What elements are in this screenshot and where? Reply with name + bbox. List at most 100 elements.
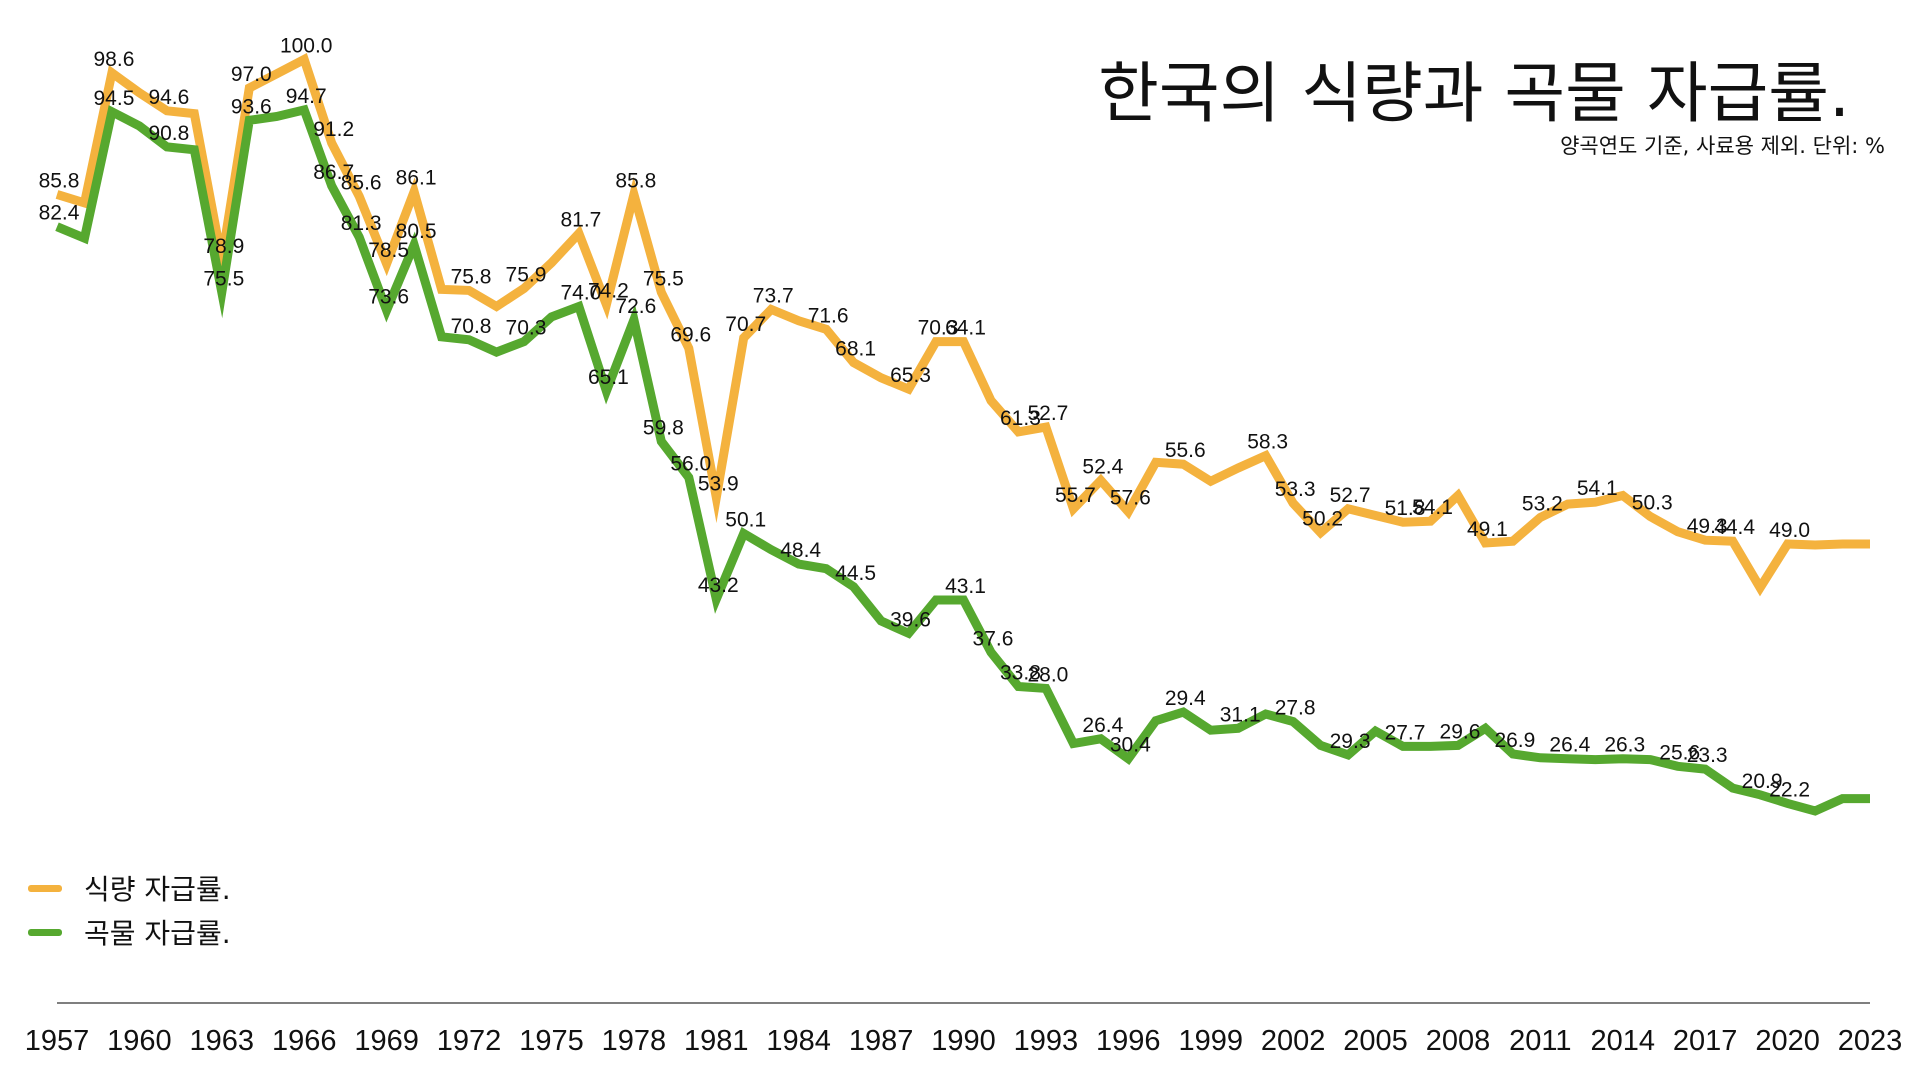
data-label-food: 71.6 bbox=[808, 304, 849, 327]
data-label-grain: 59.8 bbox=[643, 416, 684, 439]
x-tick-label: 1978 bbox=[602, 1025, 667, 1057]
x-tick-label: 1984 bbox=[766, 1025, 831, 1057]
legend-swatch-grain bbox=[28, 928, 62, 936]
x-tick-label: 1999 bbox=[1178, 1025, 1243, 1057]
x-tick-label: 2023 bbox=[1838, 1025, 1903, 1057]
data-label-food: 65.3 bbox=[890, 364, 931, 387]
data-label-food: 57.6 bbox=[1110, 487, 1151, 510]
data-label-food: 52.7 bbox=[1027, 402, 1068, 425]
data-label-food: 53.3 bbox=[1275, 478, 1316, 501]
x-tick-label: 2008 bbox=[1426, 1025, 1491, 1057]
data-label-grain: 50.1 bbox=[725, 509, 766, 532]
data-label-grain: 94.7 bbox=[286, 85, 327, 108]
x-tick-label: 1957 bbox=[25, 1025, 90, 1057]
data-label-food: 86.1 bbox=[396, 167, 437, 190]
data-label-grain: 81.3 bbox=[341, 212, 382, 235]
data-label-grain: 26.4 bbox=[1082, 714, 1123, 737]
data-label-grain: 26.9 bbox=[1494, 729, 1535, 752]
data-label-food: 53.9 bbox=[698, 472, 739, 495]
data-label-food: 73.7 bbox=[753, 284, 794, 307]
data-label-food: 70.3 bbox=[918, 317, 959, 340]
data-label-food: 50.3 bbox=[1632, 491, 1673, 514]
data-label-food: 78.5 bbox=[368, 239, 409, 262]
data-label-food: 74.2 bbox=[588, 280, 629, 303]
data-label-food: 58.3 bbox=[1247, 431, 1288, 454]
x-tick-label: 1981 bbox=[684, 1025, 749, 1057]
data-label-food: 94.6 bbox=[148, 86, 189, 109]
data-label-grain: 90.8 bbox=[148, 122, 189, 145]
data-label-grain: 48.4 bbox=[780, 539, 821, 562]
series-line-grain bbox=[55, 104, 1870, 816]
data-label-food: 50.2 bbox=[1302, 508, 1343, 531]
data-label-grain: 94.5 bbox=[94, 87, 135, 110]
data-label-food: 100.0 bbox=[280, 35, 333, 58]
data-label-grain: 43.2 bbox=[698, 574, 739, 597]
x-tick-label: 2011 bbox=[1509, 1025, 1571, 1057]
data-label-food: 49.3 bbox=[1687, 515, 1728, 538]
x-tick-label: 1963 bbox=[190, 1025, 255, 1057]
chart-subtitle: 양곡연도 기준, 사료용 제외. 단위: % bbox=[1560, 134, 1885, 158]
x-tick-label: 1987 bbox=[849, 1025, 914, 1057]
data-label-food: 85.6 bbox=[341, 171, 382, 194]
data-label-grain: 93.6 bbox=[231, 95, 272, 118]
data-label-food: 51.8 bbox=[1385, 497, 1426, 520]
data-label-grain: 20.9 bbox=[1742, 770, 1783, 793]
data-label-food: 55.7 bbox=[1055, 484, 1096, 507]
data-label-food: 85.8 bbox=[615, 169, 656, 192]
data-label-food: 75.5 bbox=[643, 267, 684, 290]
data-label-food: 53.2 bbox=[1522, 492, 1563, 515]
data-label-grain: 26.4 bbox=[1549, 734, 1590, 757]
data-label-food: 44.4 bbox=[1714, 516, 1755, 539]
data-label-grain: 74.0 bbox=[560, 282, 601, 305]
data-label-food: 98.6 bbox=[94, 48, 135, 71]
data-label-food: 78.9 bbox=[203, 235, 244, 258]
data-label-food: 49.0 bbox=[1769, 519, 1810, 542]
data-label-food: 68.1 bbox=[835, 338, 876, 361]
x-tick-label: 1969 bbox=[354, 1025, 419, 1057]
data-label-food: 85.8 bbox=[39, 169, 80, 192]
data-label-grain: 43.1 bbox=[945, 575, 986, 598]
data-label-food: 52.4 bbox=[1082, 455, 1123, 478]
data-label-food: 64.1 bbox=[945, 317, 986, 340]
legend-label-grain: 곡물 자급률. bbox=[84, 917, 231, 950]
data-label-grain: 73.6 bbox=[368, 285, 409, 308]
x-tick-label: 2005 bbox=[1343, 1025, 1408, 1057]
data-label-grain: 31.1 bbox=[1220, 703, 1261, 726]
data-label-grain: 82.4 bbox=[39, 202, 80, 225]
data-label-grain: 80.5 bbox=[396, 220, 437, 243]
x-tick-label: 1966 bbox=[272, 1025, 337, 1057]
data-label-grain: 29.6 bbox=[1440, 720, 1481, 743]
legend-item-food: 식량 자급률. bbox=[28, 868, 231, 908]
data-label-food: 81.7 bbox=[560, 208, 601, 231]
data-label-grain: 75.5 bbox=[203, 267, 244, 290]
data-label-grain: 65.1 bbox=[588, 366, 629, 389]
data-label-grain: 44.5 bbox=[835, 562, 876, 585]
data-label-food: 70.7 bbox=[725, 313, 766, 336]
data-label-food: 49.1 bbox=[1467, 518, 1508, 541]
data-label-grain: 30.4 bbox=[1110, 734, 1151, 757]
data-label-grain: 70.8 bbox=[451, 315, 492, 338]
data-label-food: 69.6 bbox=[670, 323, 711, 346]
chart-title: 한국의 식량과 곡물 자급률. bbox=[1098, 55, 1850, 132]
data-label-grain: 33.8 bbox=[1000, 662, 1041, 685]
data-label-food: 55.6 bbox=[1165, 439, 1206, 462]
x-tick-label: 2020 bbox=[1755, 1025, 1820, 1057]
data-label-grain: 23.3 bbox=[1687, 744, 1728, 767]
data-label-grain: 37.6 bbox=[973, 627, 1014, 650]
data-label-grain: 27.7 bbox=[1385, 721, 1426, 744]
x-tick-label: 2017 bbox=[1673, 1025, 1738, 1057]
data-label-food: 54.1 bbox=[1577, 477, 1618, 500]
data-label-grain: 72.6 bbox=[615, 295, 656, 318]
data-label-grain: 25.6 bbox=[1659, 741, 1700, 764]
data-label-grain: 22.2 bbox=[1769, 778, 1810, 801]
data-label-grain: 27.8 bbox=[1275, 697, 1316, 720]
data-label-food: 75.9 bbox=[506, 263, 547, 286]
data-label-grain: 86.7 bbox=[313, 161, 354, 184]
data-label-food: 61.3 bbox=[1000, 407, 1041, 430]
data-label-grain: 28.0 bbox=[1027, 663, 1068, 686]
legend-swatch-food bbox=[28, 884, 62, 892]
data-label-food: 75.8 bbox=[451, 265, 492, 288]
data-label-grain: 26.3 bbox=[1604, 734, 1645, 757]
data-label-food: 97.0 bbox=[231, 63, 272, 86]
